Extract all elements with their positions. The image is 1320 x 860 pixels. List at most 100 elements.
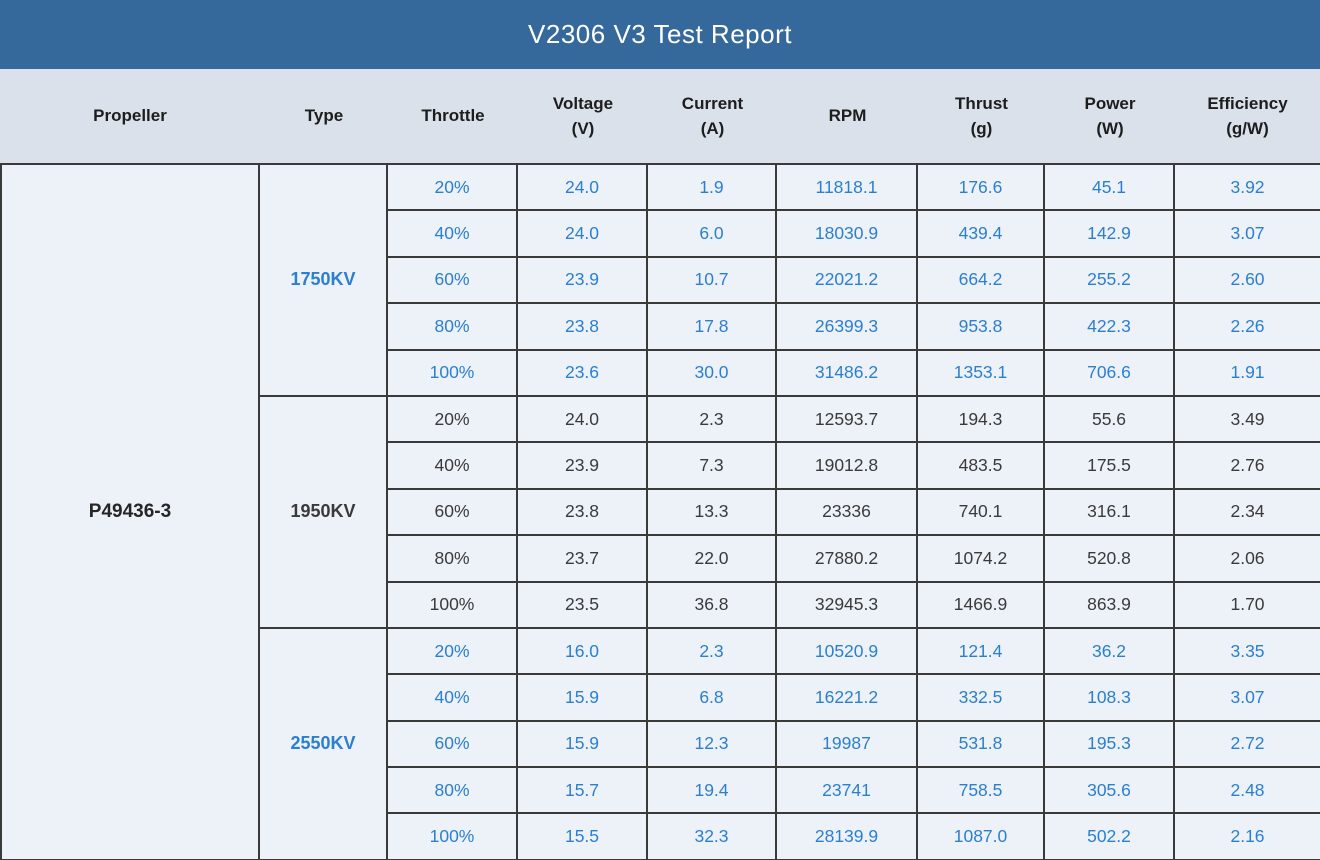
table-header-row: Propeller Type Throttle Voltage (V) Curre…: [0, 69, 1320, 163]
cell-throttle: 80%: [388, 768, 518, 815]
cell-efficiency: 3.07: [1175, 211, 1320, 258]
cell-power: 706.6: [1045, 350, 1175, 397]
cell-thrust: 758.5: [918, 768, 1045, 815]
column-header-voltage: Voltage (V): [518, 69, 648, 163]
cell-motor-type: 1950KV: [260, 396, 388, 629]
cell-current: 2.3: [648, 396, 777, 444]
cell-current: 10.7: [648, 257, 777, 305]
cell-rpm: 11818.1: [777, 165, 918, 212]
report-title-bar: V2306 V3 Test Report: [0, 0, 1320, 69]
cell-voltage: 24.0: [518, 396, 648, 444]
cell-thrust: 121.4: [918, 628, 1045, 676]
cell-voltage: 15.9: [518, 675, 648, 722]
column-header-thrust: Thrust (g): [918, 69, 1045, 163]
column-header-unit: (g/W): [1226, 119, 1269, 138]
column-header-unit: (g): [970, 119, 993, 138]
cell-current: 6.8: [648, 675, 777, 722]
column-header-label: Efficiency: [1207, 93, 1288, 113]
cell-throttle: 60%: [388, 257, 518, 305]
cell-rpm: 19987: [777, 721, 918, 769]
cell-thrust: 531.8: [918, 721, 1045, 769]
cell-power: 520.8: [1045, 536, 1175, 583]
cell-throttle: 100%: [388, 582, 518, 629]
cell-throttle: 20%: [388, 165, 518, 212]
column-header-power: Power (W): [1045, 69, 1175, 163]
cell-throttle: 80%: [388, 536, 518, 583]
column-header-label: Thrust: [955, 93, 1008, 113]
cell-thrust: 664.2: [918, 257, 1045, 305]
column-header-unit: (W): [1096, 119, 1124, 138]
cell-rpm: 32945.3: [777, 582, 918, 629]
cell-power: 863.9: [1045, 582, 1175, 629]
cell-motor-type: 1750KV: [260, 165, 388, 397]
cell-power: 36.2: [1045, 628, 1175, 676]
cell-thrust: 176.6: [918, 165, 1045, 212]
cell-power: 422.3: [1045, 304, 1175, 351]
cell-current: 1.9: [648, 165, 777, 212]
cell-current: 36.8: [648, 582, 777, 629]
cell-efficiency: 3.92: [1175, 165, 1320, 212]
cell-rpm: 16221.2: [777, 675, 918, 722]
column-header-unit: (V): [571, 119, 595, 138]
cell-power: 45.1: [1045, 165, 1175, 212]
test-data-table: P49436-3 1750KV 20% 24.0 1.9 11818.1 176…: [0, 163, 1320, 860]
cell-voltage: 23.9: [518, 443, 648, 490]
cell-voltage: 23.6: [518, 350, 648, 397]
cell-throttle: 40%: [388, 211, 518, 258]
cell-efficiency: 3.49: [1175, 396, 1320, 444]
cell-thrust: 332.5: [918, 675, 1045, 722]
cell-throttle: 40%: [388, 675, 518, 722]
cell-current: 6.0: [648, 211, 777, 258]
cell-current: 2.3: [648, 628, 777, 676]
cell-current: 12.3: [648, 721, 777, 769]
column-header-label: RPM: [828, 106, 867, 126]
cell-thrust: 194.3: [918, 396, 1045, 444]
cell-throttle: 80%: [388, 304, 518, 351]
cell-voltage: 15.5: [518, 814, 648, 860]
cell-current: 30.0: [648, 350, 777, 397]
cell-efficiency: 2.34: [1175, 489, 1320, 537]
cell-voltage: 23.7: [518, 536, 648, 583]
cell-power: 195.3: [1045, 721, 1175, 769]
cell-efficiency: 2.48: [1175, 768, 1320, 815]
cell-rpm: 18030.9: [777, 211, 918, 258]
column-header-label: Voltage: [552, 93, 614, 113]
column-header-throttle: Throttle: [388, 69, 518, 163]
column-header-label: Throttle: [421, 106, 485, 126]
cell-efficiency: 2.26: [1175, 304, 1320, 351]
cell-efficiency: 2.76: [1175, 443, 1320, 490]
cell-rpm: 19012.8: [777, 443, 918, 490]
cell-throttle: 20%: [388, 628, 518, 676]
cell-rpm: 23741: [777, 768, 918, 815]
cell-efficiency: 3.35: [1175, 628, 1320, 676]
column-header-propeller: Propeller: [0, 69, 260, 163]
cell-voltage: 24.0: [518, 165, 648, 212]
column-header-label: Propeller: [93, 106, 167, 126]
cell-rpm: 26399.3: [777, 304, 918, 351]
cell-power: 55.6: [1045, 396, 1175, 444]
column-header-unit: (A): [700, 119, 725, 138]
cell-efficiency: 2.60: [1175, 257, 1320, 305]
cell-motor-type: 2550KV: [260, 628, 388, 860]
cell-voltage: 23.8: [518, 304, 648, 351]
cell-current: 7.3: [648, 443, 777, 490]
cell-thrust: 439.4: [918, 211, 1045, 258]
cell-voltage: 23.9: [518, 257, 648, 305]
column-header-label: Power: [1084, 93, 1136, 113]
cell-current: 19.4: [648, 768, 777, 815]
cell-throttle: 60%: [388, 489, 518, 537]
cell-rpm: 28139.9: [777, 814, 918, 860]
cell-power: 175.5: [1045, 443, 1175, 490]
cell-throttle: 100%: [388, 814, 518, 860]
cell-throttle: 60%: [388, 721, 518, 769]
cell-efficiency: 3.07: [1175, 675, 1320, 722]
column-header-label: Current: [681, 93, 744, 113]
cell-voltage: 16.0: [518, 628, 648, 676]
cell-power: 316.1: [1045, 489, 1175, 537]
cell-thrust: 1353.1: [918, 350, 1045, 397]
cell-efficiency: 2.06: [1175, 536, 1320, 583]
page-title: V2306 V3 Test Report: [528, 19, 792, 49]
cell-throttle: 40%: [388, 443, 518, 490]
cell-thrust: 483.5: [918, 443, 1045, 490]
